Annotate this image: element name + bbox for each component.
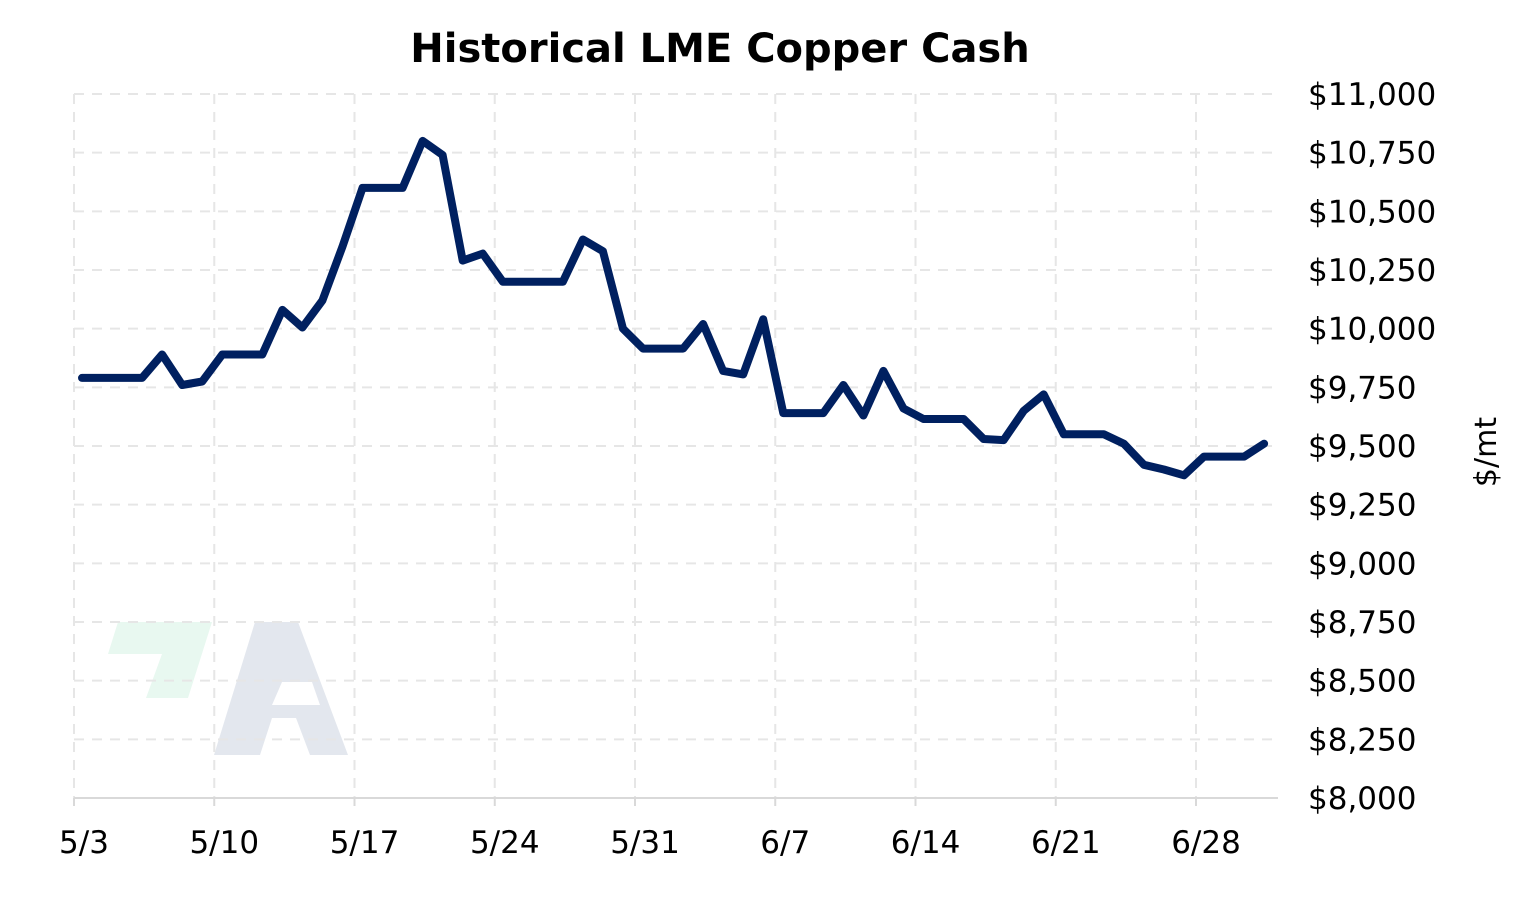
x-tick-label: 6/14 xyxy=(891,825,961,861)
x-tick-label: 5/31 xyxy=(610,825,680,861)
watermark-logo-icon xyxy=(108,622,348,755)
y-tick-label: $8,500 xyxy=(1308,664,1416,700)
x-tick-label: 5/10 xyxy=(189,825,259,861)
x-tick-label: 5/17 xyxy=(330,825,400,861)
y-tick-label: $9,000 xyxy=(1308,546,1416,582)
series-line xyxy=(78,136,1269,480)
y-tick-label: $10,250 xyxy=(1308,253,1436,289)
y-tick-label: $10,500 xyxy=(1308,194,1436,230)
y-tick-label: $8,000 xyxy=(1308,781,1416,817)
series-layer xyxy=(78,136,1269,480)
x-tick-label: 6/7 xyxy=(760,825,810,861)
x-tick-label: 5/24 xyxy=(470,825,540,861)
chart-title: Historical LME Copper Cash xyxy=(410,26,1029,72)
y-tick-label: $9,250 xyxy=(1308,488,1416,524)
y-tick-label: $8,750 xyxy=(1308,605,1416,641)
x-axis-ticks: 5/3 5/10 5/17 5/24 5/31 6/7 6/14 6/21 6/28 xyxy=(59,798,1241,861)
y-tick-label: $9,500 xyxy=(1308,429,1416,465)
x-tick-label: 6/21 xyxy=(1031,825,1101,861)
x-tick-label: 6/28 xyxy=(1171,825,1241,861)
y-axis-ticks: $8,000 $8,250 $8,500 $8,750 $9,000 $9,250 $9,5… xyxy=(1308,77,1436,817)
y-tick-label: $10,750 xyxy=(1308,136,1436,172)
y-tick-label: $8,250 xyxy=(1308,722,1416,758)
y-tick-label: $9,750 xyxy=(1308,370,1416,406)
y-tick-label: $10,000 xyxy=(1308,312,1436,348)
y-axis-label: $/mt xyxy=(1469,417,1504,487)
x-tick-label: 5/3 xyxy=(59,825,109,861)
y-tick-label: $11,000 xyxy=(1308,77,1436,113)
